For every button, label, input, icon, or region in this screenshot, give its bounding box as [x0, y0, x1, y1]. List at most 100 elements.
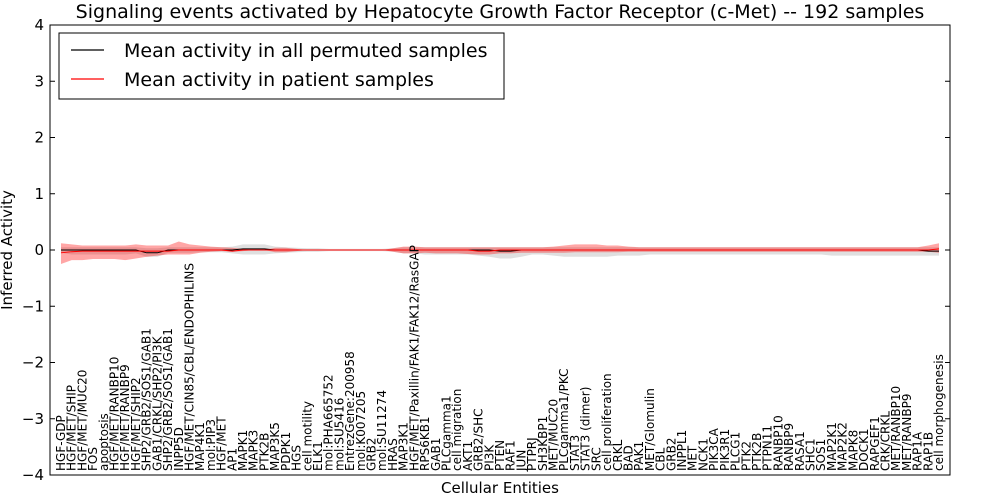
- x-tick-label: PTK2: [739, 441, 753, 471]
- y-tick-label: 1: [34, 185, 44, 203]
- x-tick-label: cell migration: [450, 389, 464, 471]
- x-tick-label: STAT3 (dimer): [579, 387, 593, 471]
- chart-title: Signaling events activated by Hepatocyte…: [76, 1, 925, 23]
- x-tick-label: HGF/MET/RANBP9: [118, 364, 132, 471]
- x-tick-label: BAD: [621, 445, 635, 471]
- x-tick-label: SHC1: [804, 438, 818, 471]
- x-tick-label: MAP2K2: [836, 422, 850, 471]
- y-axis-label: Inferred Activity: [0, 190, 16, 310]
- x-tick-label: PAK1: [632, 441, 646, 471]
- series-lines: [60, 248, 940, 254]
- x-tick-label: MET/RANBP10: [889, 386, 903, 471]
- x-tick-label: PTPRJ: [525, 437, 539, 471]
- plot-frame: [49, 24, 951, 476]
- legend: Mean activity in all permuted samples Me…: [58, 32, 505, 100]
- x-tick-label: INPP5D: [172, 427, 186, 471]
- x-tick-label: SOS1: [814, 439, 828, 471]
- x-axis-label: Cellular Entities: [441, 479, 559, 497]
- x-tick-label: PDPK1: [279, 432, 293, 471]
- x-tick-label: PIK3R1: [718, 429, 732, 471]
- x-tick-labels: HGF-GDPHGF/MET/SHIPHGF/MET/MUC20FOSapopt…: [54, 245, 946, 472]
- x-tick-label: EntrezGene:200958: [343, 351, 357, 471]
- x-tick-label: HGS: [290, 445, 304, 471]
- x-tick-label: mol:K007205: [354, 391, 368, 471]
- x-tick-label: SRC: [589, 447, 603, 471]
- x-tick-label: PLCG1: [729, 432, 743, 471]
- x-tick-label: RANBP10: [771, 415, 785, 471]
- x-tick-label: GAB1/CRKL/SHP2/PI3K: [150, 335, 164, 471]
- x-tick-label: MAPK8: [846, 430, 860, 471]
- x-tick-label: apoptosis: [97, 413, 111, 471]
- x-tick-label: STAT3: [568, 435, 582, 471]
- x-tick-label: RAPGEF1: [868, 416, 882, 471]
- x-tick-label: MET/RANBP9: [900, 394, 914, 471]
- x-tick-label: mol:SU11274: [375, 390, 389, 471]
- legend-label-patient: Mean activity in patient samples: [124, 69, 434, 91]
- x-tick-label: PTEN: [493, 440, 507, 471]
- x-tick-label: HGF/MET/Paxillin/FAK1/FAK12/RasGAP: [407, 245, 421, 471]
- y-tick-label: −3: [22, 410, 44, 428]
- legend-box: [58, 32, 505, 100]
- x-tick-label: DOCK1: [857, 428, 871, 471]
- x-tick-label: GAB1: [429, 438, 443, 471]
- y-tick-label: 4: [34, 16, 44, 34]
- x-tick-label: FOS: [86, 447, 100, 471]
- x-tick-label: RPS6KB1: [418, 416, 432, 471]
- x-tick-label: HGF/MET/RANBP10: [108, 357, 122, 471]
- x-tick-label: cell proliferation: [600, 373, 614, 471]
- x-tick-label: mol:PHA665752: [322, 374, 336, 471]
- x-tick-label: SH3KBP1: [536, 416, 550, 471]
- x-tick-label: HGF/MET: [215, 416, 229, 471]
- y-tick-label: −2: [22, 354, 44, 372]
- y-tick-label: 0: [34, 241, 44, 259]
- x-tick-label: GRB2: [365, 437, 379, 471]
- x-tick-label: HGF/MET/CIN85/CBL/ENDOPHILINS: [182, 263, 196, 471]
- x-tick-label: JUN: [514, 450, 528, 472]
- x-tick-label: RANBP9: [782, 423, 796, 471]
- x-tick-label: AP1: [225, 448, 239, 471]
- x-tick-label: CRK/CRKL: [878, 411, 892, 471]
- x-tick-label: NCK1: [696, 438, 710, 471]
- x-tick-label: MAPK1: [236, 430, 250, 471]
- x-tick-label: INPPL1: [675, 430, 689, 471]
- x-tick-label: AKT1: [461, 441, 475, 471]
- x-tick-label: HGF/MET/SHIP2: [129, 377, 143, 471]
- y-tick-label: −1: [22, 297, 44, 315]
- x-tick-label: RAP1B: [921, 432, 935, 471]
- x-tick-label: CBL: [654, 447, 668, 471]
- x-tick-label: PIK3CA: [707, 427, 721, 471]
- x-tick-label: MAP2K1: [825, 422, 839, 471]
- x-tick-label: PTK2B: [750, 433, 764, 471]
- x-tick-label: HGF-GDP: [54, 415, 68, 471]
- x-tick-label: GRB2: [664, 437, 678, 471]
- x-tick-label: MET/MUC20: [547, 399, 561, 471]
- x-tick-label: PLCgamma1: [439, 395, 453, 471]
- x-tick-label: SHP2/GRB2/SOS1/GAB1: [140, 328, 154, 471]
- x-tick-label: MET: [686, 445, 700, 471]
- x-tick-label: cell motility: [300, 401, 314, 471]
- y-tick-label: 2: [34, 129, 44, 147]
- x-tick-label: ELK1: [311, 441, 325, 471]
- x-tick-label: CRKL: [611, 439, 625, 471]
- x-tick-label: RAF1: [504, 440, 518, 471]
- x-tick-label: MAP3K1: [397, 422, 411, 471]
- x-tick-label: PI3K: [482, 444, 496, 471]
- x-tick-label: cell morphogenesis: [932, 354, 946, 471]
- line-patient-mean: [60, 248, 940, 254]
- x-tick-label: MAP4K1: [193, 422, 207, 471]
- x-tick-label: mol:SU5416: [332, 398, 346, 471]
- x-tick-label: HRAS: [386, 438, 400, 471]
- x-tick-label: PLCgamma1/PKC: [557, 368, 571, 471]
- x-tick-label: MET/Glomulin: [643, 388, 657, 471]
- x-tick-label: PTPN11: [761, 425, 775, 471]
- x-tick-label: HGF/MET/MUC20: [75, 370, 89, 471]
- y-tick-label: 3: [34, 72, 44, 90]
- x-tick-label: MAPK3: [247, 430, 261, 471]
- x-tick-label: MAP3K5: [268, 422, 282, 471]
- band-patient: [61, 241, 939, 265]
- x-tick-label: PTK2B: [257, 433, 271, 471]
- x-tick-label: SHP2/GRB2/SOS1/GAB1: [161, 328, 175, 471]
- x-tick-label: RASA1: [793, 431, 807, 471]
- x-tick-label: GRB2/SHC: [472, 408, 486, 471]
